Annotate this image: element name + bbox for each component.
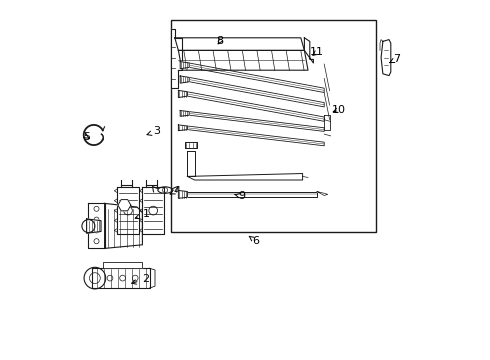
- Polygon shape: [180, 62, 189, 69]
- Polygon shape: [175, 38, 304, 50]
- Polygon shape: [143, 187, 164, 234]
- Polygon shape: [171, 29, 182, 88]
- Polygon shape: [187, 151, 195, 176]
- Polygon shape: [88, 203, 104, 248]
- Text: 1: 1: [135, 209, 149, 219]
- Polygon shape: [178, 50, 308, 70]
- Polygon shape: [117, 187, 139, 234]
- Polygon shape: [92, 268, 149, 288]
- Text: 7: 7: [390, 54, 400, 64]
- Polygon shape: [187, 174, 303, 180]
- Polygon shape: [304, 38, 314, 63]
- Polygon shape: [178, 125, 187, 131]
- Text: 4: 4: [170, 186, 180, 196]
- Polygon shape: [187, 192, 317, 197]
- Text: 8: 8: [216, 36, 223, 46]
- Text: 3: 3: [147, 126, 160, 136]
- Text: 6: 6: [249, 236, 259, 246]
- Polygon shape: [178, 90, 187, 98]
- Text: 9: 9: [235, 191, 245, 201]
- Text: 5: 5: [83, 132, 90, 142]
- Polygon shape: [189, 63, 324, 93]
- Text: 11: 11: [310, 47, 324, 57]
- Polygon shape: [180, 111, 189, 116]
- Polygon shape: [178, 190, 187, 198]
- Polygon shape: [381, 40, 391, 76]
- Polygon shape: [185, 142, 197, 148]
- Polygon shape: [187, 92, 324, 121]
- Polygon shape: [189, 77, 324, 107]
- Text: 10: 10: [332, 105, 345, 115]
- Polygon shape: [317, 192, 328, 195]
- Polygon shape: [180, 76, 189, 83]
- Bar: [171, 20, 376, 232]
- Polygon shape: [118, 199, 131, 211]
- Polygon shape: [189, 112, 324, 131]
- Text: 2: 2: [132, 274, 149, 284]
- Polygon shape: [103, 262, 143, 268]
- Polygon shape: [87, 219, 101, 233]
- Polygon shape: [104, 203, 143, 248]
- Polygon shape: [187, 126, 324, 146]
